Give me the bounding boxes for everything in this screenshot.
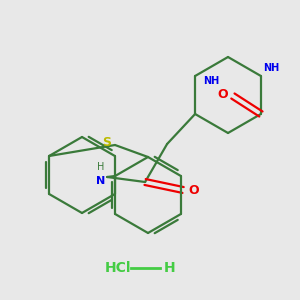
Text: NH: NH	[263, 63, 279, 73]
Text: H: H	[98, 162, 105, 172]
Text: N: N	[97, 176, 106, 186]
Text: O: O	[189, 184, 200, 196]
Text: H: H	[164, 261, 176, 275]
Text: NH: NH	[203, 76, 219, 86]
Text: HCl: HCl	[105, 261, 131, 275]
Text: O: O	[218, 88, 228, 101]
Text: S: S	[103, 136, 112, 149]
